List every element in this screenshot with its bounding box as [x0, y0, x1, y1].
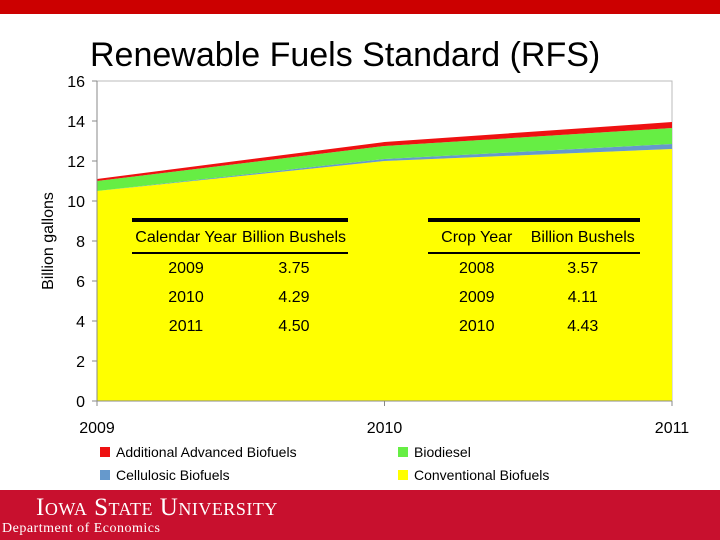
table1-cell: 2009: [168, 259, 204, 277]
legend-swatch-additional-advanced-biofuels: [100, 447, 110, 457]
top-accent-bar: [0, 0, 720, 14]
legend-label-additional-advanced-biofuels: Additional Advanced Biofuels: [116, 444, 297, 460]
table-row: 2011 4.50: [132, 312, 348, 341]
y-tick-label: 12: [67, 154, 85, 171]
table-row: 2008 3.57: [428, 253, 640, 283]
slide-title: Renewable Fuels Standard (RFS): [90, 36, 601, 74]
table2-cell: 2008: [458, 259, 495, 277]
y-tick-label: 14: [67, 114, 85, 131]
y-tick-label: 2: [76, 354, 85, 371]
x-tick-label: 2011: [655, 420, 690, 437]
crop-year-table: Crop Year Billion Bushels 2008 3.57 2009…: [428, 218, 640, 341]
table1-header-billion-bushels: Billion Bushels: [240, 218, 348, 254]
table1-cell: 2010: [168, 288, 204, 306]
area-series-cellulosic-biofuels: [97, 144, 672, 191]
legend-swatch-conventional-biofuels: [398, 470, 408, 480]
y-tick-label: 6: [76, 274, 85, 291]
table-row: 2010 4.29: [132, 283, 348, 312]
university-logo-text: Iowa State University: [36, 494, 278, 521]
table2-header-billion-bushels: Billion Bushels: [525, 218, 640, 254]
legend-swatch-cellulosic-biofuels: [100, 470, 110, 480]
legend-label-cellulosic-biofuels: Cellulosic Biofuels: [116, 467, 230, 483]
y-tick-label: 8: [76, 234, 85, 251]
table2-header-crop-year: Crop Year: [428, 218, 526, 254]
table1-cell: 2011: [168, 317, 204, 335]
y-tick-label: 16: [67, 74, 85, 91]
area-series-biodiesel: [97, 128, 672, 191]
department-name: Department of Economics: [2, 521, 161, 536]
table-row: 2009 4.11: [428, 283, 640, 312]
table-row: 2010 4.43: [428, 312, 640, 341]
legend-label-biodiesel: Biodiesel: [414, 444, 471, 460]
table2-cell: 4.11: [567, 288, 598, 306]
area-series-additional-advanced-biofuels: [97, 122, 672, 181]
table2-cell: 2009: [458, 288, 495, 306]
y-axis-label: Billion gallons: [40, 192, 57, 290]
footer-bar: Iowa State University Department of Econ…: [0, 490, 720, 540]
table2-cell: 4.43: [567, 317, 599, 335]
x-tick-label: 2010: [367, 420, 403, 437]
table1-cell: 3.75: [278, 259, 310, 277]
legend-label-conventional-biofuels: Conventional Biofuels: [414, 467, 549, 483]
table1-cell: 4.50: [278, 317, 310, 335]
y-tick-label: 10: [67, 194, 85, 211]
table2-cell: 2010: [458, 317, 495, 335]
legend-swatch-biodiesel: [398, 447, 408, 457]
table-row: 2009 3.75: [132, 253, 348, 283]
y-tick-label: 0: [76, 394, 85, 411]
calendar-year-table: Calendar Year Billion Bushels 2009 3.75 …: [132, 218, 348, 341]
y-tick-label: 4: [76, 314, 85, 331]
area-series-conventional-biofuels: [97, 149, 672, 401]
x-tick-label: 2009: [79, 420, 115, 437]
table2-cell: 3.57: [567, 259, 599, 277]
table1-header-calendar-year: Calendar Year: [132, 218, 240, 254]
table1-cell: 4.29: [278, 288, 310, 306]
